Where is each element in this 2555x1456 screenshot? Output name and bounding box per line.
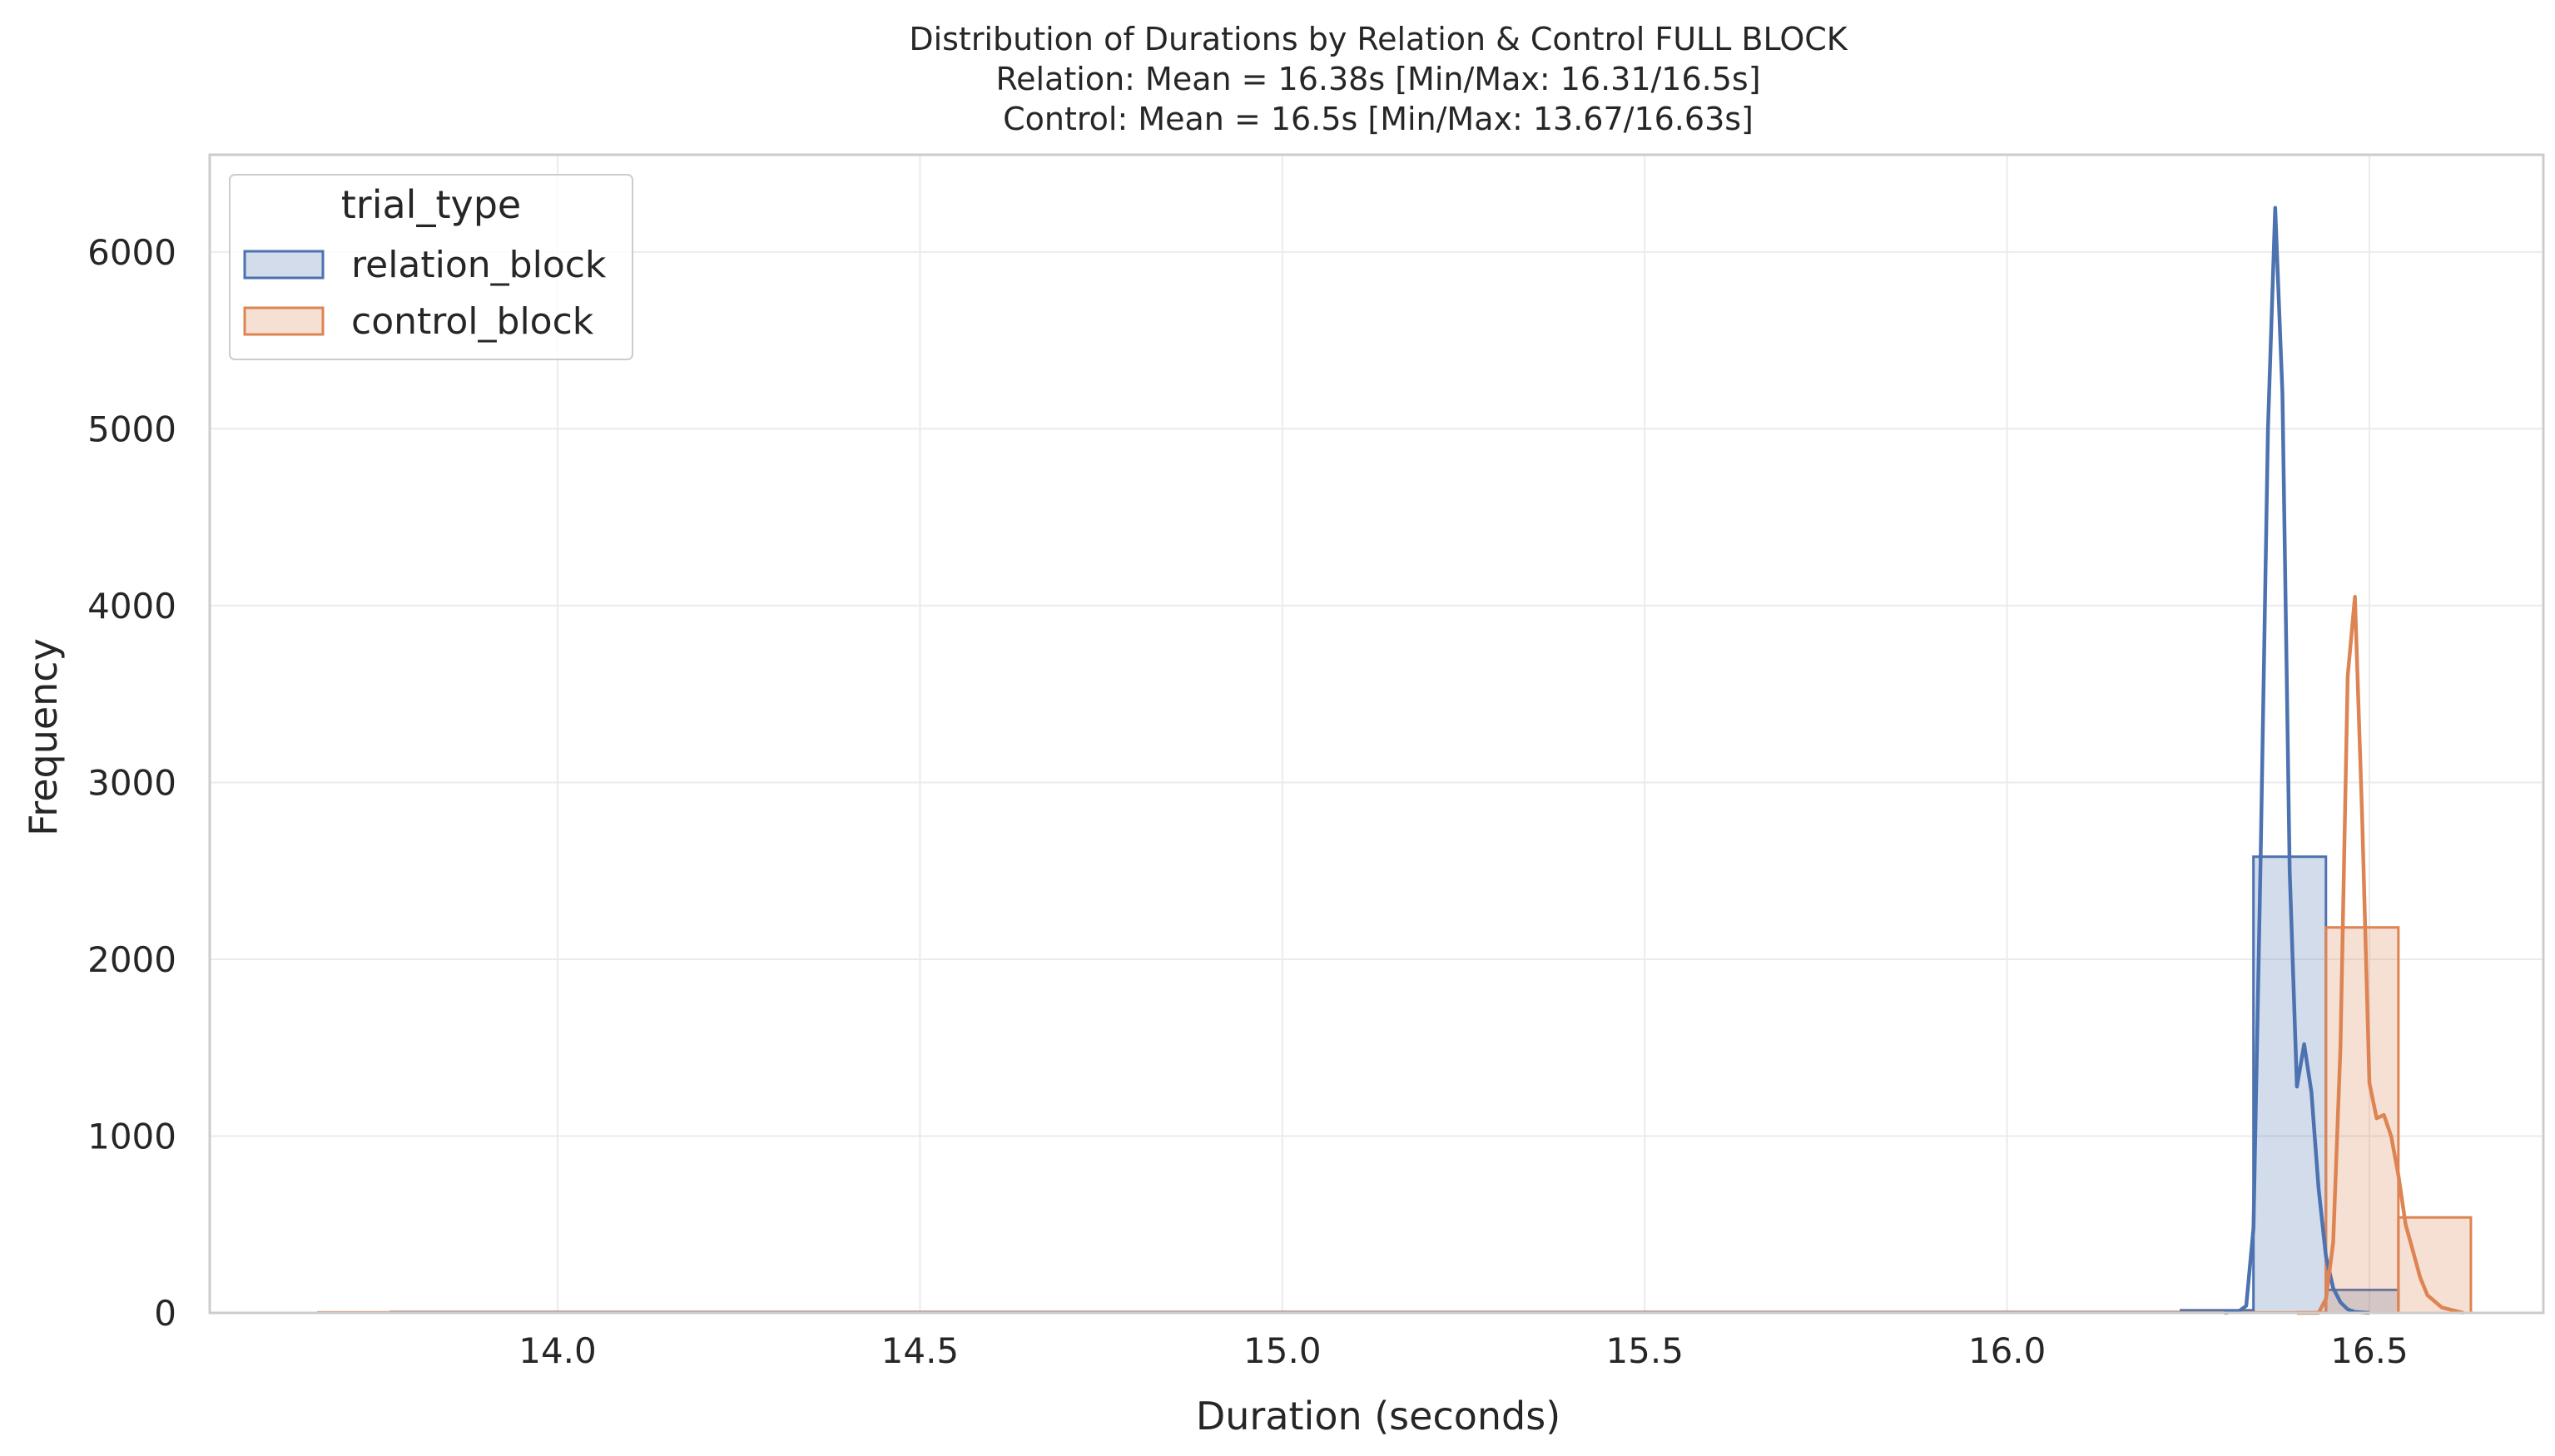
kde-line-control-block [2296, 595, 2464, 1315]
legend-label-control-block: control_block [351, 300, 594, 343]
x-tick-label: 16.5 [2330, 1330, 2409, 1371]
y-tick-label: 6000 [87, 232, 176, 273]
kde-curves [2224, 206, 2464, 1315]
legend-swatch-relation-block [243, 250, 325, 280]
y-tick-label: 3000 [87, 762, 176, 803]
legend-title: trial_type [341, 182, 521, 227]
y-tick-label: 4000 [87, 586, 176, 626]
y-axis-label: Frequency [21, 638, 66, 836]
y-tick-label: 1000 [87, 1116, 176, 1156]
x-tick-labels: 14.0 14.5 15.0 15.5 16.0 16.5 [518, 1330, 2409, 1371]
grid-lines [210, 155, 2543, 1314]
legend-label-relation-block: relation_block [351, 244, 607, 286]
x-tick-label: 14.5 [881, 1330, 960, 1371]
x-tick-label: 14.0 [518, 1330, 597, 1371]
histogram-bars [317, 855, 2473, 1315]
plot-frame [208, 153, 2545, 1315]
legend-swatch-control-block [243, 306, 325, 336]
y-tick-label: 5000 [87, 409, 176, 449]
y-tick-label: 0 [154, 1293, 176, 1334]
kde-line-relation-block [2224, 206, 2370, 1315]
x-axis-label: Duration (seconds) [1196, 1394, 1560, 1439]
title-line-3: Control: Mean = 16.5s [Min/Max: 13.67/16… [1003, 101, 1754, 137]
legend: trial_type relation_block control_block [229, 174, 633, 360]
y-tick-labels: 0 1000 2000 3000 4000 5000 6000 [87, 232, 176, 1334]
title-line-2: Relation: Mean = 16.38s [Min/Max: 16.31/… [995, 61, 1760, 97]
legend-box [229, 174, 633, 360]
histogram-bar-control-block [2397, 1216, 2473, 1315]
x-tick-label: 16.0 [1968, 1330, 2046, 1371]
title-line-1: Distribution of Durations by Relation & … [909, 21, 1848, 57]
y-tick-label: 2000 [87, 939, 176, 980]
x-tick-label: 15.0 [1243, 1330, 1322, 1371]
x-tick-label: 15.5 [1605, 1330, 1684, 1371]
chart-title: Distribution of Durations by Relation & … [909, 21, 1848, 137]
